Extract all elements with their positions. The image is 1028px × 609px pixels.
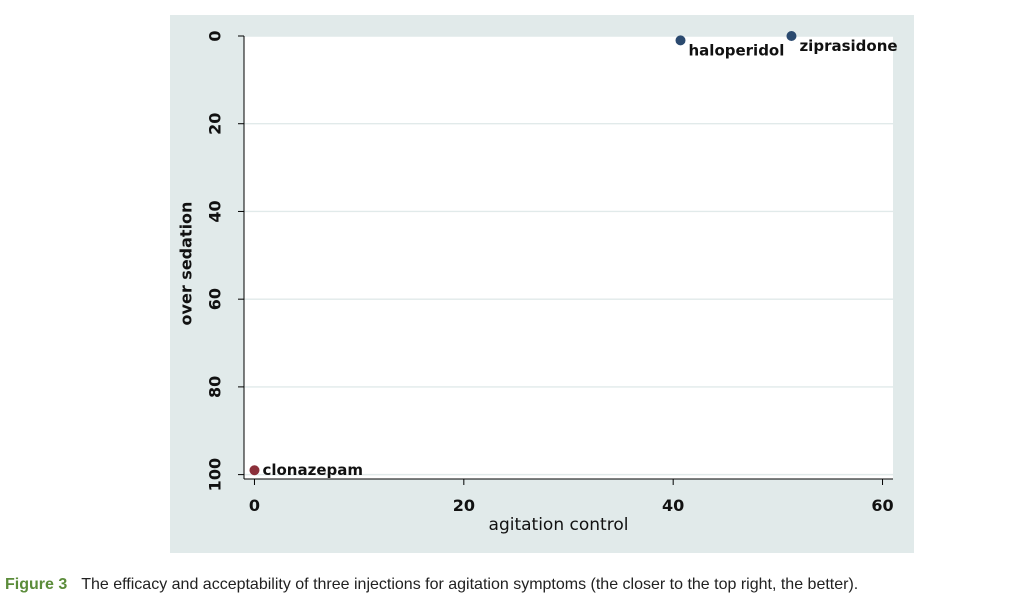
- point-label-haloperidol: haloperidol: [689, 41, 785, 59]
- point-ziprasidone: [786, 31, 797, 41]
- y-axis-label: over sedation: [177, 202, 196, 326]
- x-axis-label: agitation control: [489, 515, 629, 535]
- y-tick-label-100: 100: [206, 458, 225, 491]
- y-tick-label-0: 0: [206, 30, 225, 41]
- point-clonazepam: [249, 465, 260, 476]
- data-points: haloperidol ziprasidone clonazepam: [249, 31, 898, 479]
- y-tick-label-80: 80: [206, 376, 225, 398]
- point-label-ziprasidone: ziprasidone: [799, 37, 897, 55]
- y-axis-ticks: 0 20 40 60 80 100: [206, 30, 244, 491]
- figure-number: Figure 3: [5, 576, 68, 593]
- point-haloperidol: [675, 35, 686, 46]
- point-label-clonazepam: clonazepam: [262, 461, 363, 479]
- x-tick-label-40: 40: [662, 496, 684, 515]
- scatter-chart: 0 20 40 60 0 20 40 60 80 100 haloperidol ziprasid…: [170, 15, 914, 553]
- y-tick-label-20: 20: [206, 113, 225, 135]
- x-tick-label-20: 20: [453, 496, 475, 515]
- x-axis-ticks: 0 20 40 60: [249, 479, 894, 515]
- grid-lines: [244, 35, 893, 476]
- y-tick-label-60: 60: [206, 288, 225, 310]
- plot-area: [244, 36, 893, 479]
- x-tick-label-0: 0: [249, 496, 260, 515]
- x-tick-label-60: 60: [871, 496, 893, 515]
- figure-caption: Figure 3 The efficacy and acceptability o…: [5, 576, 1025, 594]
- caption-text: The efficacy and acceptability of three …: [81, 576, 859, 593]
- y-tick-label-40: 40: [206, 200, 225, 222]
